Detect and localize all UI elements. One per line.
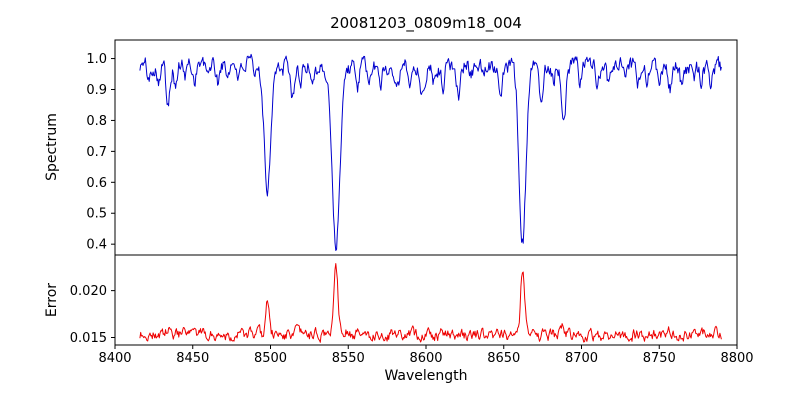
- error-panel-frame: [114, 254, 738, 346]
- y-tick-label: 0.5: [86, 207, 107, 222]
- x-tick-label: 8600: [409, 351, 442, 366]
- x-tick-label: 8500: [254, 351, 287, 366]
- chart-title: 20081203_0809m18_004: [330, 14, 522, 32]
- x-tick-label: 8650: [487, 351, 520, 366]
- x-tick-label: 8450: [176, 351, 209, 366]
- spectrum-line: [139, 53, 722, 251]
- y-tick-label: 0.4: [86, 238, 107, 253]
- x-axis-label: Wavelength: [384, 368, 468, 384]
- error-line: [139, 263, 722, 343]
- y-tick-label: 0.8: [86, 114, 107, 129]
- y-tick-label: 0.9: [86, 83, 107, 98]
- x-tick-label: 8550: [332, 351, 365, 366]
- x-tick-label: 8800: [720, 351, 753, 366]
- x-tick-label: 8400: [98, 351, 131, 366]
- y-tick-label: 1.0: [86, 52, 107, 67]
- x-tick-label: 8750: [643, 351, 676, 366]
- x-tick-label: 8700: [565, 351, 598, 366]
- y-tick-label: 0.020: [70, 284, 107, 299]
- y-tick-label: 0.015: [70, 331, 107, 346]
- y-tick-label: 0.7: [86, 145, 107, 160]
- y-tick-label: 0.6: [86, 176, 107, 191]
